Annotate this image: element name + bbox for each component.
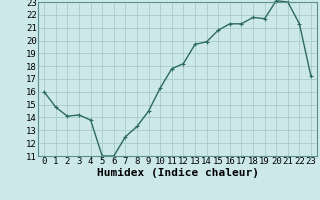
X-axis label: Humidex (Indice chaleur): Humidex (Indice chaleur) (97, 168, 259, 178)
